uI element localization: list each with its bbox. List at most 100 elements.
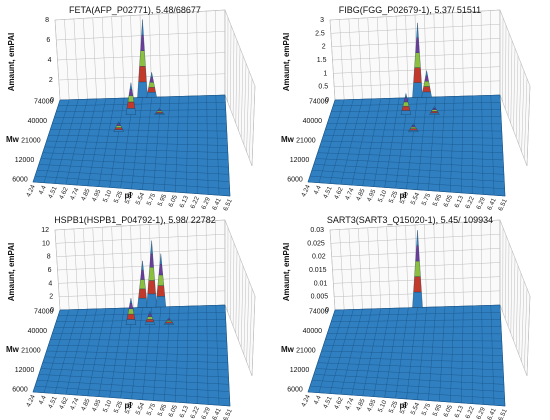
mw-tick-label: 12000 bbox=[15, 157, 35, 164]
pi-tick-label: 6.13 bbox=[453, 404, 465, 419]
pi-tick-label: 5.10 bbox=[102, 399, 114, 414]
pi-tick-label: 6.05 bbox=[442, 194, 454, 209]
z-tick-label: 6 bbox=[48, 267, 52, 274]
z-tick-label: 0.025 bbox=[307, 240, 325, 247]
pi-axis: 4.24 4.4 4.51 4.62 4.74 4.85 4.95 5.10 5.25 5.40 5… bbox=[300, 393, 509, 420]
peak-1 bbox=[137, 260, 148, 308]
pi-tick-label: 5.54 bbox=[135, 401, 147, 416]
chart-panel-1: FETA(AFP_P02771), 5.48/68677 0 2 4 6 8 Amaunt,… bbox=[6, 5, 256, 212]
mw-axis-label: Mw bbox=[281, 345, 295, 354]
z-tick-label: 0.01 bbox=[314, 280, 328, 287]
pi-tick-label: 4.85 bbox=[80, 397, 92, 412]
pi-tick-label: 4.62 bbox=[333, 186, 345, 201]
chart-panel-4: SART3(SART3_Q15020-1), 5.45/ 109934 0 0.00… bbox=[281, 215, 531, 420]
chart-panel-2: FIBG(FGG_P02679-1), 5.37/ 51511 0 0.5 1 1.5 2… bbox=[281, 5, 531, 212]
z-tick-label: 4 bbox=[48, 57, 52, 64]
pi-axis: 4.24 4.4 4.51 4.62 4.74 4.85 4.95 5.10 5.25 5.40 5… bbox=[300, 183, 509, 212]
z-axis: 0 2 4 6 8 Amaunt, emPAI bbox=[7, 17, 54, 104]
z-tick-label: 0 bbox=[325, 97, 329, 104]
mw-tick-label: 6000 bbox=[12, 387, 28, 394]
pi-tick-label: 4.62 bbox=[333, 396, 345, 411]
z-tick-label: 8 bbox=[47, 254, 51, 261]
pi-tick-label: 6.29 bbox=[200, 196, 212, 211]
pi-tick-label: 4.51 bbox=[47, 395, 59, 410]
pi-tick-label: 5.95 bbox=[432, 403, 444, 418]
mw-axis: 6000 12000 21000 40000 74000 Mw bbox=[6, 309, 54, 394]
pi-tick-label: 5.10 bbox=[377, 399, 389, 414]
peak-6 bbox=[163, 317, 175, 325]
z-axis: 0 0.005 0.01 0.015 0.02 0.025 0.03 Amaunt, emPA… bbox=[282, 227, 329, 314]
pi-tick-label: 4.85 bbox=[355, 187, 367, 202]
peaks bbox=[125, 240, 175, 325]
z-tick-label: 2 bbox=[49, 294, 53, 301]
chart-title: SART3(SART3_Q15020-1), 5.45/ 109934 bbox=[327, 215, 493, 225]
pi-tick-label: 4.74 bbox=[69, 397, 81, 412]
pi-tick-label: 5.95 bbox=[157, 403, 169, 418]
z-tick-label: 0 bbox=[325, 307, 329, 314]
peak-2 bbox=[146, 240, 157, 308]
mw-tick-label: 12000 bbox=[15, 367, 35, 374]
back-wall bbox=[54, 219, 256, 377]
pi-tick-label: 6.51 bbox=[222, 407, 234, 420]
pi-axis: 4.24 4.4 4.51 4.62 4.74 4.85 4.95 5.10 5.25 5.40 5… bbox=[25, 393, 234, 420]
back-wall bbox=[54, 9, 256, 167]
pi-tick-label: 5.40 bbox=[124, 190, 136, 205]
peaks bbox=[400, 22, 440, 132]
pi-tick-label: 5.25 bbox=[388, 190, 400, 205]
pi-tick-label: 6.05 bbox=[442, 404, 454, 419]
peak-5 bbox=[144, 310, 156, 325]
pi-tick-label: 5.54 bbox=[410, 401, 422, 416]
peak-1 bbox=[137, 19, 148, 98]
pi-tick-label: 5.25 bbox=[113, 190, 125, 205]
mw-tick-label: 6000 bbox=[12, 177, 28, 184]
pi-tick-label: 4.4 bbox=[38, 394, 48, 405]
pi-tick-label: 6.41 bbox=[486, 407, 498, 420]
pi-tick-label: 5.40 bbox=[399, 190, 411, 205]
pi-tick-label: 5.54 bbox=[410, 191, 422, 206]
z-tick-label: 2.5 bbox=[315, 30, 325, 37]
peak-4 bbox=[125, 298, 137, 325]
pi-tick-label: 4.85 bbox=[80, 187, 92, 202]
pi-tick-label: 6.05 bbox=[167, 404, 179, 419]
z-tick-label: 6 bbox=[46, 37, 50, 44]
pi-tick-label: 6.41 bbox=[211, 197, 223, 212]
peak-3 bbox=[155, 253, 166, 308]
pi-tick-label: 5.10 bbox=[102, 189, 114, 204]
z-tick-label: 1 bbox=[323, 70, 327, 77]
pi-tick-label: 5.75 bbox=[421, 192, 433, 207]
pi-tick-label: 6.22 bbox=[189, 195, 201, 210]
chart-title: HSPB1(HSPB1_P04792-1), 5.98/ 22782 bbox=[54, 215, 216, 225]
z-axis-label: Amaunt, emPAI bbox=[7, 33, 16, 92]
pi-tick-label: 6.13 bbox=[178, 194, 190, 209]
chart-panel-3: HSPB1(HSPB1_P04792-1), 5.98/ 22782 0 2 4 6 8 1… bbox=[6, 215, 256, 420]
pi-tick-label: 5.54 bbox=[135, 191, 147, 206]
mw-tick-label: 21000 bbox=[21, 138, 41, 145]
mw-tick-label: 40000 bbox=[28, 118, 48, 125]
back-wall bbox=[329, 219, 531, 377]
pi-axis-label: pI bbox=[399, 191, 406, 200]
pi-tick-label: 4.4 bbox=[313, 184, 323, 195]
pi-tick-label: 6.13 bbox=[453, 194, 465, 209]
peak-3 bbox=[400, 93, 412, 115]
z-tick-label: 4 bbox=[48, 280, 52, 287]
pi-tick-label: 4.74 bbox=[344, 397, 356, 412]
mw-tick-label: 6000 bbox=[287, 387, 303, 394]
pi-axis-label: pI bbox=[124, 401, 131, 410]
z-tick-label: 0 bbox=[50, 307, 54, 314]
mw-tick-label: 12000 bbox=[290, 157, 310, 164]
pi-tick-label: 6.41 bbox=[486, 197, 498, 212]
pi-tick-label: 4.51 bbox=[47, 185, 59, 200]
peak-4 bbox=[408, 123, 419, 132]
pi-tick-label: 6.05 bbox=[167, 194, 179, 209]
mw-tick-label: 74000 bbox=[309, 99, 329, 106]
z-tick-label: 0 bbox=[50, 97, 54, 104]
mw-axis: 6000 12000 21000 40000 74000 Mw bbox=[281, 309, 329, 394]
pi-tick-label: 5.10 bbox=[377, 189, 389, 204]
pi-tick-label: 4.85 bbox=[355, 397, 367, 412]
z-axis: 0 2 4 6 8 10 12 Amaunt, emPAI bbox=[7, 227, 54, 314]
mw-tick-label: 21000 bbox=[296, 348, 316, 355]
pi-tick-label: 5.75 bbox=[146, 192, 158, 207]
pi-tick-label: 4.4 bbox=[38, 184, 48, 195]
pi-tick-label: 4.95 bbox=[366, 188, 378, 203]
z-tick-label: 0.005 bbox=[311, 294, 329, 301]
